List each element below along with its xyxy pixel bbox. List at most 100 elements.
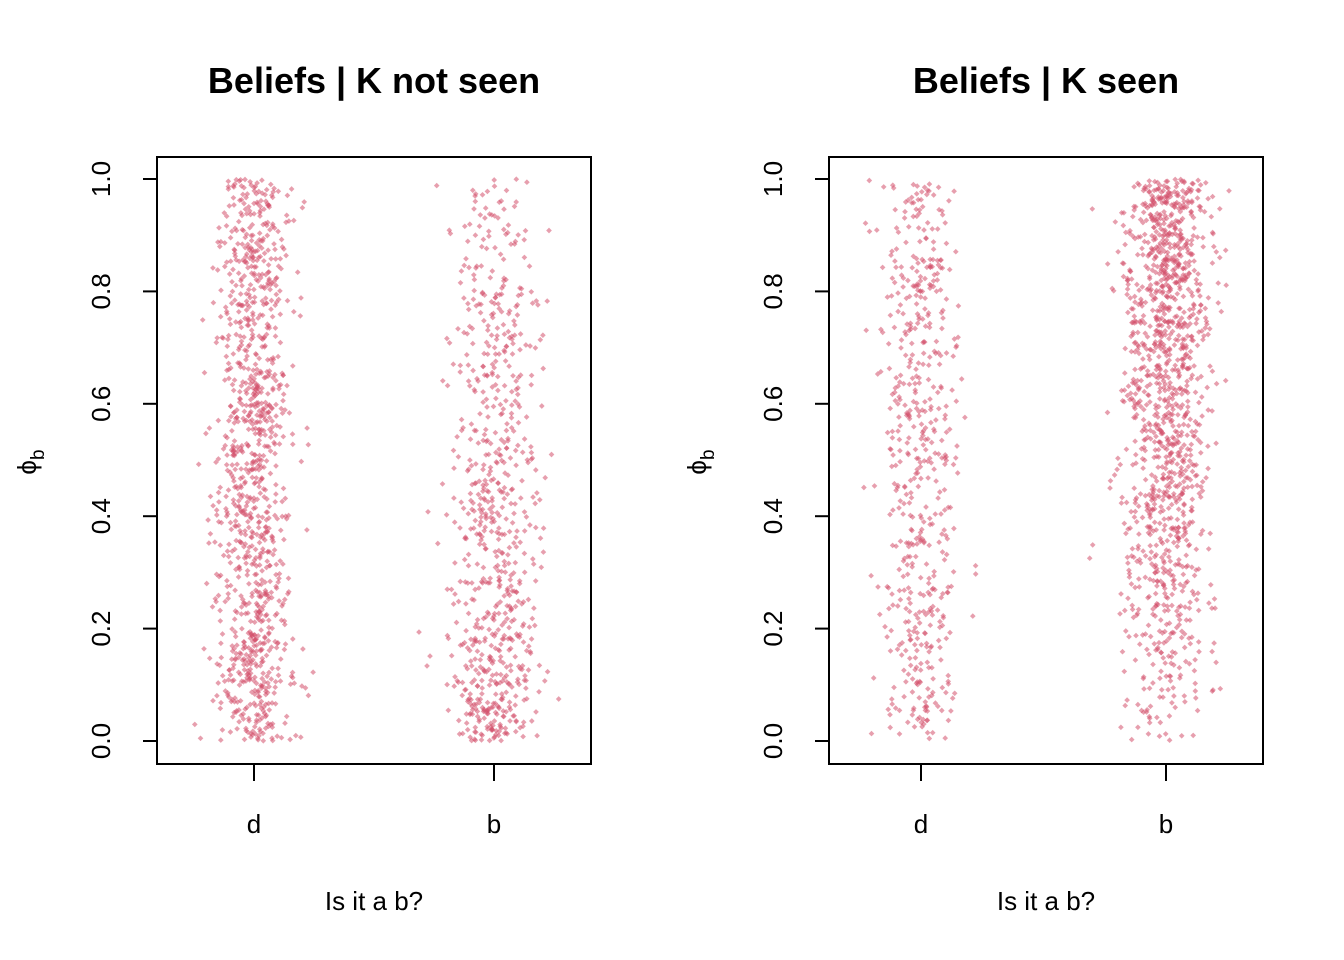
data-point-b <box>1147 399 1153 405</box>
data-point-d <box>897 302 904 308</box>
data-point-b <box>1141 320 1148 327</box>
data-point-b <box>463 720 470 726</box>
data-point-b <box>506 363 512 370</box>
data-point-b <box>459 692 466 699</box>
data-point-d <box>230 448 236 455</box>
data-point-b <box>520 723 526 730</box>
data-point-d <box>863 327 870 334</box>
data-point-b <box>1134 329 1141 336</box>
data-point-d <box>273 491 279 497</box>
data-point-d <box>218 640 224 647</box>
data-point-b <box>1188 441 1195 448</box>
data-point-d <box>943 635 950 642</box>
data-point-b <box>513 386 520 393</box>
data-point-b <box>501 562 508 569</box>
data-point-b <box>488 528 495 535</box>
data-point-d <box>286 410 293 416</box>
data-point-d <box>909 375 916 382</box>
data-point-b <box>1147 323 1153 330</box>
data-point-b <box>1160 471 1167 478</box>
data-point-b <box>1156 487 1163 494</box>
data-point-d <box>259 675 265 682</box>
data-point-b <box>1141 437 1148 443</box>
data-point-d <box>263 517 270 523</box>
data-point-b <box>501 347 507 354</box>
data-point-b <box>511 203 518 210</box>
data-point-b <box>488 311 495 318</box>
data-point-d <box>921 338 927 345</box>
data-point-b <box>1164 293 1170 300</box>
data-point-b <box>1126 574 1133 580</box>
data-point-d <box>292 732 299 739</box>
data-point-d <box>900 284 906 290</box>
data-point-d <box>223 222 230 229</box>
data-point-b <box>479 677 485 684</box>
data-point-d <box>946 197 952 204</box>
data-point-b <box>474 561 481 567</box>
data-point-b <box>1222 247 1229 254</box>
data-point-d <box>289 441 296 448</box>
data-point-b <box>1204 384 1211 391</box>
data-point-b <box>1128 508 1134 515</box>
data-point-b <box>424 663 430 669</box>
data-point-b <box>489 268 496 274</box>
data-point-d <box>226 316 233 322</box>
data-point-b <box>484 188 491 195</box>
data-point-b <box>1183 552 1190 559</box>
data-point-d <box>262 591 269 598</box>
data-point-b <box>1135 503 1142 510</box>
data-point-d <box>896 436 903 443</box>
data-point-d <box>291 680 298 687</box>
data-point-b <box>1176 556 1182 563</box>
data-point-d <box>941 556 948 563</box>
data-point-d <box>201 645 207 652</box>
data-point-b <box>1176 493 1182 500</box>
data-point-d <box>893 225 900 231</box>
data-point-b <box>1152 253 1159 260</box>
data-point-d <box>245 729 251 736</box>
data-point-b <box>1197 449 1204 456</box>
data-point-b <box>1170 456 1177 463</box>
data-point-b <box>1133 518 1140 525</box>
data-point-b <box>505 328 512 335</box>
data-point-b <box>529 615 536 622</box>
data-point-b <box>491 177 498 183</box>
data-point-d <box>888 293 895 299</box>
data-point-b <box>461 295 467 301</box>
data-point-d <box>925 664 932 671</box>
data-point-d <box>914 681 921 688</box>
data-point-d <box>281 646 288 653</box>
data-point-b <box>444 681 450 688</box>
data-point-d <box>903 239 909 246</box>
data-point-b <box>1157 617 1164 623</box>
data-point-d <box>946 266 953 273</box>
data-point-d <box>229 288 236 295</box>
data-point-d <box>266 707 273 713</box>
data-point-b <box>525 596 532 603</box>
data-point-b <box>1189 468 1196 475</box>
data-point-d <box>280 397 286 404</box>
data-point-b <box>1141 364 1148 370</box>
data-point-d <box>257 490 264 497</box>
data-point-d <box>244 572 251 578</box>
data-point-b <box>1150 195 1157 201</box>
data-point-b <box>476 541 483 548</box>
data-point-d <box>225 553 232 560</box>
data-point-d <box>914 268 920 275</box>
data-point-b <box>1128 581 1135 587</box>
data-point-b <box>503 445 510 451</box>
data-point-d <box>909 560 916 567</box>
data-point-d <box>962 414 968 421</box>
data-point-d <box>216 224 222 231</box>
data-point-b <box>530 561 537 567</box>
data-point-d <box>943 429 950 436</box>
data-point-d <box>931 466 937 473</box>
data-point-d <box>278 236 285 243</box>
data-point-b <box>1181 631 1188 637</box>
data-point-b <box>512 501 518 507</box>
data-point-d <box>261 634 268 640</box>
data-point-b <box>1154 410 1160 417</box>
data-point-d <box>906 655 913 662</box>
data-point-d <box>244 301 251 308</box>
